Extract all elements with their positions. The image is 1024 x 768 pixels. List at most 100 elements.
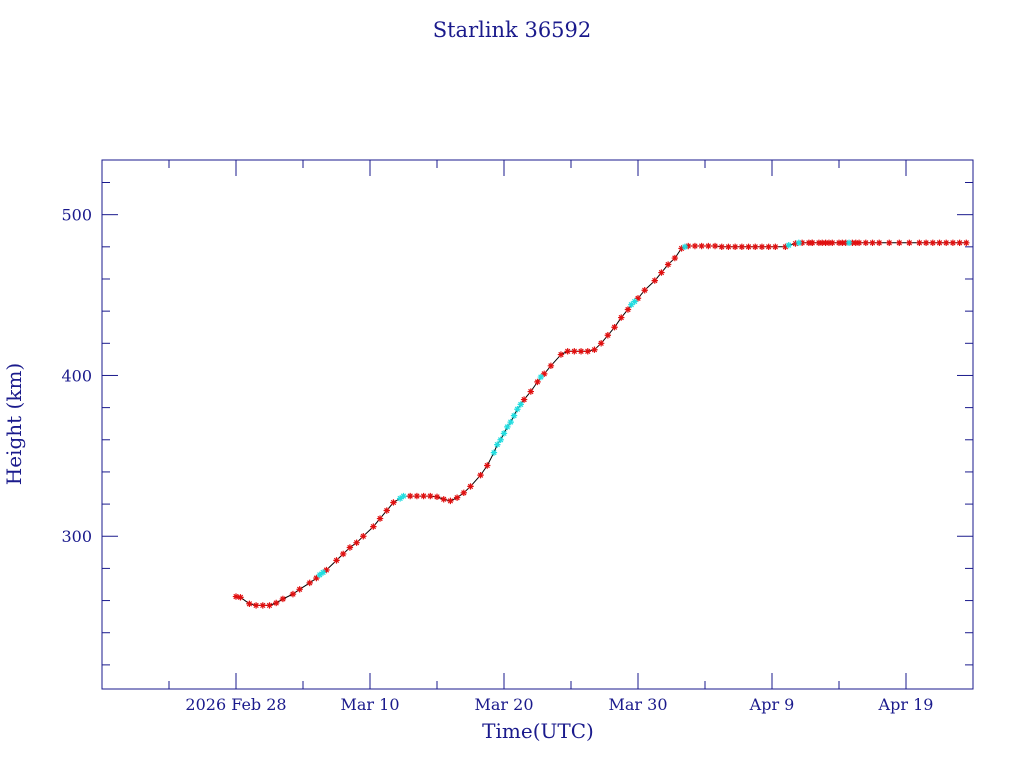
red-star-marker: [557, 351, 565, 358]
red-star-marker: [289, 590, 297, 598]
red-star-marker: [725, 243, 732, 251]
cyan-star-marker: [316, 571, 323, 579]
red-star-marker: [564, 348, 571, 355]
cyan-star-marker: [400, 492, 407, 500]
x-tick-label: Apr 9: [749, 695, 795, 714]
red-star-marker: [460, 489, 467, 497]
red-star-marker: [718, 243, 725, 251]
y-axis-tick-labels: 300 400 500: [61, 206, 92, 547]
x-axis-ticks: [101, 160, 974, 689]
cyan-star-marker: [504, 423, 511, 431]
red-star-marker: [447, 497, 454, 505]
cyan-star-marker: [785, 242, 792, 249]
chart-title: Starlink 36592: [433, 18, 592, 42]
red-star-marker: [232, 593, 240, 600]
red-star-marker: [664, 261, 672, 268]
red-star-marker: [427, 492, 434, 500]
red-star-marker: [792, 240, 799, 247]
red-star-marker: [678, 245, 685, 252]
red-star-marker: [360, 533, 367, 540]
cyan-star-marker: [497, 436, 504, 443]
cyan-star-marker: [500, 430, 508, 437]
cyan-star-marker: [795, 239, 802, 247]
red-star-marker: [956, 239, 963, 247]
red-star-marker: [798, 239, 806, 247]
x-tick-label: Mar 10: [340, 695, 399, 714]
cyan-star-marker: [681, 243, 689, 251]
cyan-star-marker: [507, 418, 514, 426]
red-star-marker: [765, 243, 772, 251]
x-axis-title: Time(UTC): [482, 719, 594, 743]
plot-frame: [101, 159, 974, 690]
red-star-marker: [651, 277, 658, 284]
red-star-marker: [296, 586, 303, 593]
red-star-marker: [279, 595, 287, 603]
red-star-marker: [809, 239, 816, 247]
red-star-marker: [772, 243, 779, 251]
red-star-marker: [571, 348, 578, 355]
red-star-marker: [611, 324, 618, 331]
red-star-marker: [520, 396, 528, 403]
red-star-marker: [835, 239, 843, 247]
red-star-marker: [906, 239, 913, 247]
red-star-marker: [916, 239, 923, 247]
red-star-marker: [758, 243, 766, 251]
red-star-marker: [705, 242, 712, 250]
x-tick-label: 2026 Feb 28: [185, 695, 286, 714]
y-tick-label: 400: [61, 366, 92, 385]
red-star-marker: [618, 314, 625, 321]
y-tick-label: 500: [61, 206, 92, 225]
red-star-marker: [782, 243, 789, 251]
red-star-marker: [313, 574, 320, 582]
red-star-marker: [376, 515, 384, 522]
red-star-marker: [825, 239, 833, 247]
red-star-marker: [685, 242, 692, 250]
red-star-marker: [624, 306, 632, 313]
red-star-marker: [929, 239, 936, 247]
x-tick-label: Apr 19: [878, 695, 934, 714]
red-star-marker: [855, 239, 863, 247]
x-axis-tick-labels: 2026 Feb 28 Mar 10 Mar 20 Mar 30 Apr 9 Apr 19: [185, 695, 933, 714]
red-star-marker: [922, 239, 930, 247]
cyan-star-marker: [490, 449, 498, 456]
cyan-star-marker: [631, 298, 638, 305]
red-star-marker: [584, 348, 591, 355]
red-star-marker: [413, 492, 421, 500]
red-star-marker: [819, 239, 826, 247]
red-star-marker: [711, 242, 719, 250]
red-star-marker: [440, 496, 447, 503]
red-star-marker: [266, 602, 273, 609]
x-tick-label: Mar 20: [474, 695, 533, 714]
red-star-marker: [527, 388, 534, 395]
red-star-marker: [896, 239, 903, 247]
red-star-marker: [842, 239, 849, 247]
red-star-marker: [876, 239, 883, 247]
red-star-marker: [641, 287, 648, 294]
red-star-marker: [390, 499, 397, 506]
red-star-marker: [591, 346, 598, 353]
red-star-marker: [420, 492, 427, 500]
red-star-marker: [745, 243, 752, 251]
red-star-marker: [815, 239, 823, 247]
red-star-marker: [691, 242, 699, 250]
cyan-star-marker: [396, 495, 404, 502]
red-star-marker: [346, 544, 354, 551]
red-star-marker: [852, 239, 859, 247]
x-tick-label: Mar 30: [608, 695, 667, 714]
red-star-marker: [534, 378, 541, 386]
red-star-marker: [273, 599, 280, 607]
red-star-marker: [597, 340, 605, 347]
red-star-marker: [477, 471, 484, 479]
red-star-marker: [547, 362, 555, 370]
red-star-marker: [453, 494, 461, 501]
red-star-marker: [433, 493, 441, 501]
red-star-marker: [252, 602, 260, 609]
red-star-marker: [323, 566, 330, 574]
y-axis-title: Height (km): [2, 363, 26, 485]
red-star-marker: [340, 550, 347, 558]
red-star-marker: [731, 243, 739, 251]
red-star-marker: [383, 507, 390, 514]
red-star-marker: [849, 239, 856, 247]
red-star-marker: [604, 332, 612, 339]
